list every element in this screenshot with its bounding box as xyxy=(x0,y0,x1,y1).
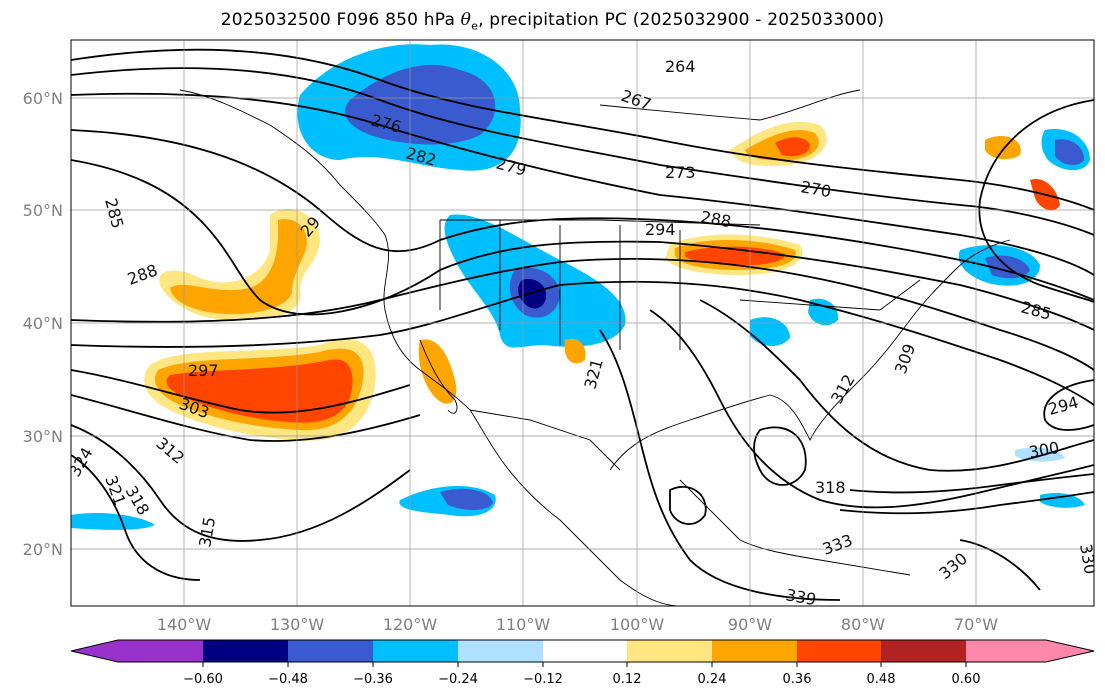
contour-line xyxy=(599,329,841,601)
colorbar-segment xyxy=(203,640,288,662)
colorbar-label: 0.60 xyxy=(952,672,981,687)
title-theta-subscript: e xyxy=(471,19,479,33)
colorbar-label: −0.48 xyxy=(268,672,308,687)
title-theta-symbol: θ xyxy=(460,10,472,30)
contour-line xyxy=(71,257,1094,371)
lon-label: 70°W xyxy=(954,615,998,634)
contour-line xyxy=(71,394,421,442)
contour-label: 297 xyxy=(188,361,219,380)
title-suffix: , precipitation PC (2025032900 - 2025033… xyxy=(478,10,885,30)
contour-label: 294 xyxy=(645,220,676,239)
precip-region xyxy=(170,219,307,315)
precip-region xyxy=(71,513,155,530)
colorbar-segment xyxy=(712,640,797,662)
contour-line xyxy=(849,473,1094,494)
contour-line xyxy=(71,67,1094,236)
contour-line xyxy=(978,99,1094,303)
contour-line xyxy=(839,491,1094,515)
precip-region xyxy=(418,339,457,404)
colorbar-segment xyxy=(118,640,203,662)
contour-label: 273 xyxy=(665,163,696,182)
gulf-atlantic-coastline xyxy=(609,239,1011,471)
longitude-labels: 140°W 130°W 120°W 110°W 100°W 90°W 80°W … xyxy=(157,615,998,634)
contour-line xyxy=(71,454,201,581)
precip-region xyxy=(985,135,1021,160)
colorbar-segment xyxy=(966,640,1046,662)
colorbar-label: −0.36 xyxy=(353,672,393,687)
lon-label: 120°W xyxy=(383,615,438,634)
contour-line xyxy=(71,48,1094,211)
precip-region xyxy=(685,246,785,266)
colorbar-label: 0.36 xyxy=(783,672,812,687)
colorbar-outline xyxy=(70,639,1095,663)
graticule xyxy=(71,40,1094,606)
colorbar-segment xyxy=(881,640,966,662)
pacific-coastline xyxy=(179,89,681,606)
contour-line xyxy=(71,129,1094,301)
contour-line xyxy=(753,426,807,486)
colorbar-segment xyxy=(797,640,881,662)
title-prefix: 2025032500 F096 850 hPa xyxy=(220,10,461,30)
colorbar-labels: −0.60 −0.48 −0.36 −0.24 −0.12 0.12 0.24 … xyxy=(183,672,980,687)
lon-label: 90°W xyxy=(728,615,772,634)
colorbar-segment xyxy=(373,640,458,662)
precip-region xyxy=(440,488,493,511)
contour-line xyxy=(71,159,1094,331)
contour-line xyxy=(1043,379,1094,431)
lat-label: 50°N xyxy=(23,201,63,220)
map-title: 2025032500 F096 850 hPa θe, precipitatio… xyxy=(0,10,1105,32)
lon-label: 100°W xyxy=(610,615,665,634)
precip-region xyxy=(1040,493,1085,508)
lon-label: 110°W xyxy=(496,615,551,634)
contour-label: 330 xyxy=(1076,542,1100,575)
contour-label: 318 xyxy=(815,478,846,497)
contour-line xyxy=(71,92,1094,276)
lon-label: 130°W xyxy=(270,615,325,634)
precip-region xyxy=(1055,139,1085,165)
colorbar-label: 0.24 xyxy=(698,672,727,687)
cuba-caribbean-coast xyxy=(679,479,911,576)
lon-label: 140°W xyxy=(157,615,212,634)
contour-line xyxy=(71,280,1094,406)
colorbar-segment xyxy=(458,640,543,662)
precip-region xyxy=(166,359,353,423)
colorbar-segment xyxy=(543,640,627,662)
contour-line xyxy=(669,485,707,525)
lon-label: 80°W xyxy=(841,615,885,634)
us-mexico-border xyxy=(469,409,621,471)
colorbar: −0.60 −0.48 −0.36 −0.24 −0.12 0.12 0.24 … xyxy=(70,639,1095,687)
lat-label: 60°N xyxy=(23,89,63,108)
colorbar-label: −0.12 xyxy=(523,672,563,687)
latitude-labels: 60°N 50°N 40°N 30°N 20°N xyxy=(23,89,63,559)
contour-line xyxy=(71,424,411,542)
theta-e-contours xyxy=(71,48,1094,601)
baja-coastline xyxy=(419,339,458,414)
precip-region xyxy=(775,137,810,157)
colorbar-label: −0.60 xyxy=(183,672,223,687)
map-frame xyxy=(70,39,1095,607)
lat-label: 20°N xyxy=(23,540,63,559)
precip-region xyxy=(564,338,586,364)
contour-line xyxy=(71,369,411,414)
colorbar-label: 0.12 xyxy=(613,672,642,687)
colorbar-label: −0.24 xyxy=(438,672,478,687)
colorbar-ticks xyxy=(202,662,967,667)
contour-label: 264 xyxy=(665,57,696,76)
precip-region xyxy=(518,279,547,309)
colorbar-segment xyxy=(288,640,373,662)
colorbar-label: 0.48 xyxy=(867,672,896,687)
contour-line xyxy=(699,299,1094,472)
contour-label: 339 xyxy=(784,585,817,609)
contour-line xyxy=(959,539,1041,591)
lat-label: 40°N xyxy=(23,314,63,333)
colorbar-segment xyxy=(627,640,712,662)
precip-region xyxy=(1015,447,1065,462)
colorbar-extend-high xyxy=(1046,640,1094,662)
lat-label: 30°N xyxy=(23,427,63,446)
colorbar-extend-low xyxy=(71,640,118,662)
precip-region xyxy=(750,317,790,347)
